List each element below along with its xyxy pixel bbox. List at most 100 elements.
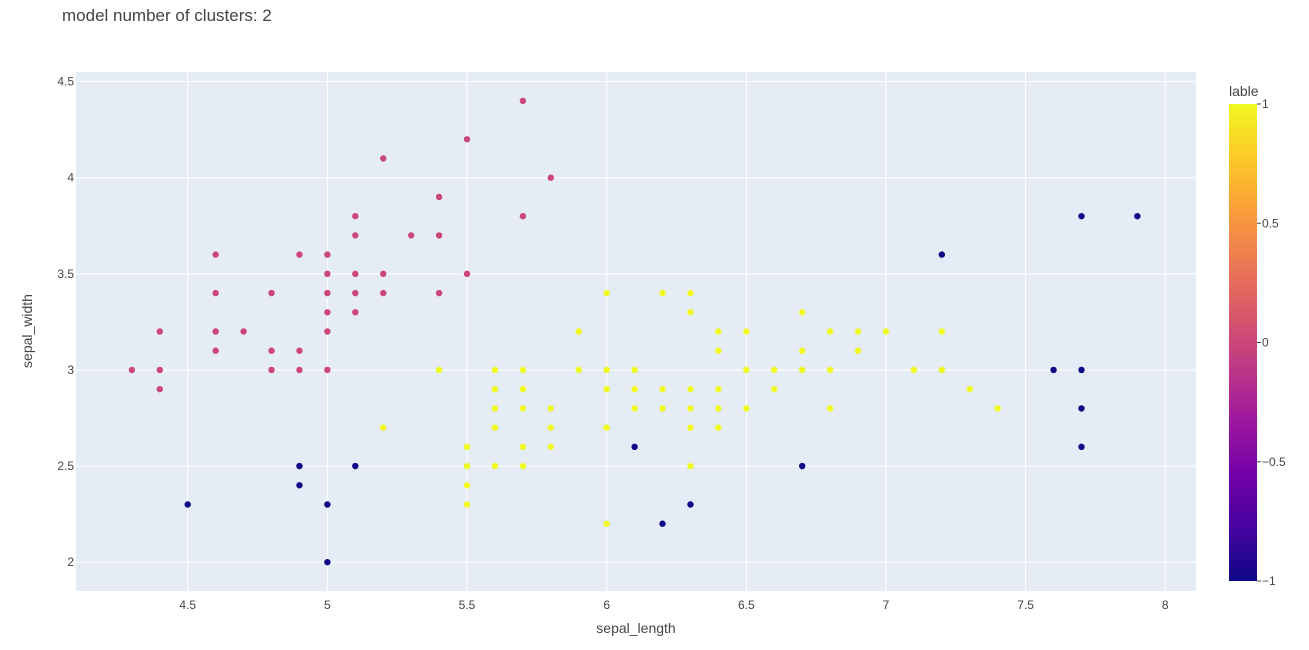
data-point[interactable] [184,501,191,508]
data-point[interactable] [296,462,303,470]
data-point[interactable] [687,501,694,508]
data-point[interactable] [631,405,638,412]
data-point[interactable] [743,328,750,335]
data-point[interactable] [380,289,387,297]
data-point[interactable] [519,405,527,412]
data-point[interactable] [603,424,610,431]
data-point[interactable] [575,328,582,335]
data-point[interactable] [352,270,359,278]
data-point[interactable] [659,405,666,412]
data-point[interactable] [547,405,555,412]
data-point[interactable] [854,328,862,335]
data-point[interactable] [380,270,387,278]
data-point[interactable] [715,385,722,393]
data-point[interactable] [491,405,499,412]
data-point[interactable] [826,366,834,374]
data-point[interactable] [435,289,443,297]
data-point[interactable] [519,443,527,451]
data-point[interactable] [324,251,331,258]
data-point[interactable] [603,366,610,374]
data-point[interactable] [519,385,527,393]
data-point[interactable] [296,347,303,354]
data-point[interactable] [156,328,163,335]
data-point[interactable] [519,97,527,105]
data-point[interactable] [324,558,331,566]
data-point[interactable] [324,309,331,316]
data-point[interactable] [212,289,219,297]
data-point[interactable] [771,366,778,374]
data-point[interactable] [519,462,527,470]
data-point[interactable] [156,366,163,374]
data-point[interactable] [715,424,722,431]
data-point[interactable] [994,405,1001,412]
data-point[interactable] [743,366,750,374]
data-point[interactable] [1078,212,1085,220]
data-point[interactable] [380,424,387,431]
data-point[interactable] [212,328,219,335]
data-point[interactable] [1134,212,1141,220]
data-point[interactable] [938,328,946,335]
data-point[interactable] [463,462,471,470]
data-point[interactable] [128,366,136,374]
data-point[interactable] [463,501,471,508]
data-point[interactable] [491,462,499,470]
data-point[interactable] [547,174,555,181]
data-point[interactable] [715,405,722,412]
data-point[interactable] [352,232,359,239]
data-point[interactable] [212,347,219,354]
data-point[interactable] [352,289,359,297]
data-point[interactable] [352,309,359,316]
data-point[interactable] [296,482,303,489]
data-point[interactable] [882,328,890,335]
data-point[interactable] [826,405,834,412]
data-point[interactable] [938,251,946,258]
data-point[interactable] [659,385,666,393]
data-point[interactable] [826,328,834,335]
data-point[interactable] [603,520,610,527]
data-point[interactable] [687,385,694,393]
data-point[interactable] [324,328,331,335]
data-point[interactable] [659,289,666,297]
data-point[interactable] [1050,366,1057,374]
data-point[interactable] [463,270,471,278]
data-point[interactable] [687,289,694,297]
data-point[interactable] [491,385,499,393]
data-point[interactable] [631,366,638,374]
data-point[interactable] [156,385,163,393]
data-point[interactable] [268,289,275,297]
data-point[interactable] [966,385,973,393]
data-point[interactable] [547,424,555,431]
data-point[interactable] [854,347,862,354]
data-point[interactable] [798,309,806,316]
data-point[interactable] [687,462,694,470]
data-point[interactable] [1078,443,1085,451]
data-point[interactable] [435,232,443,239]
data-point[interactable] [407,232,415,239]
data-point[interactable] [463,136,471,143]
data-point[interactable] [659,520,666,527]
data-point[interactable] [463,443,471,451]
data-point[interactable] [743,405,750,412]
data-point[interactable] [324,270,331,278]
data-point[interactable] [547,443,555,451]
data-point[interactable] [1078,366,1085,374]
data-point[interactable] [519,212,527,220]
data-point[interactable] [435,193,443,201]
data-point[interactable] [324,289,331,297]
data-point[interactable] [687,424,694,431]
data-point[interactable] [798,366,806,374]
data-point[interactable] [603,385,610,393]
data-point[interactable] [798,347,806,354]
data-point[interactable] [715,328,722,335]
plot-area[interactable] [76,72,1196,591]
data-point[interactable] [352,212,359,220]
data-point[interactable] [212,251,219,258]
data-point[interactable] [910,366,918,374]
data-point[interactable] [715,347,722,354]
data-point[interactable] [324,501,331,508]
data-point[interactable] [938,366,946,374]
data-point[interactable] [687,309,694,316]
data-point[interactable] [631,385,638,393]
data-point[interactable] [463,482,471,489]
data-point[interactable] [575,366,582,374]
